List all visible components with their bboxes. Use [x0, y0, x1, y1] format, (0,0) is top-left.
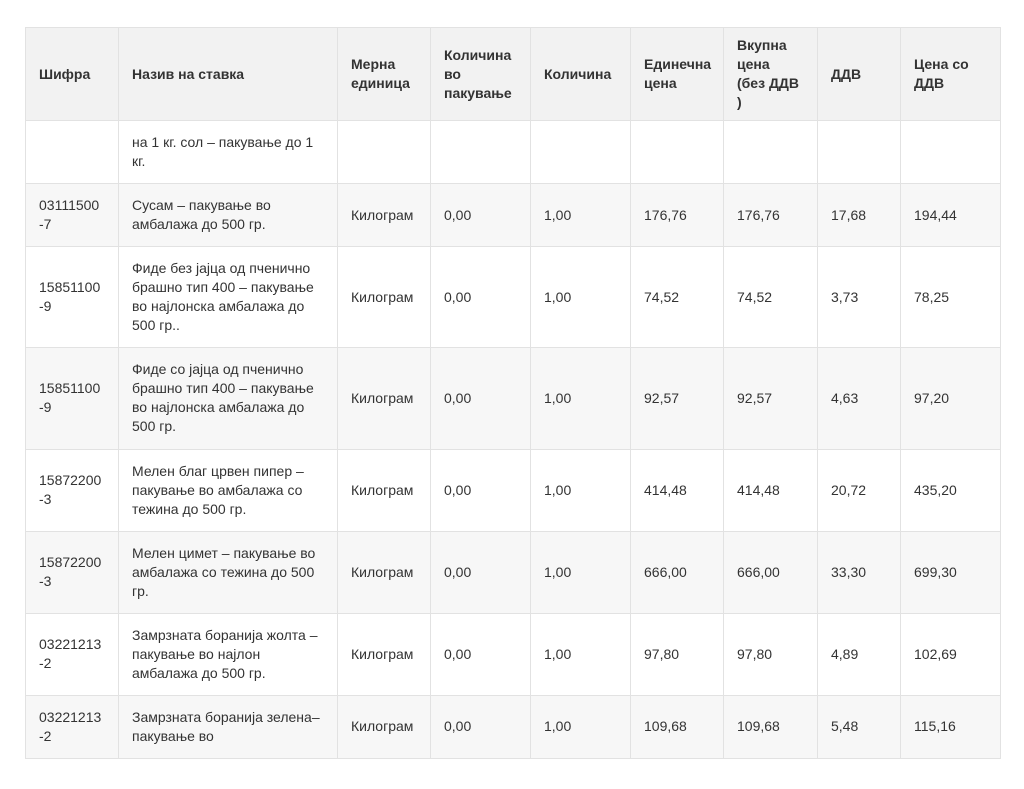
cell-qty_per_pack: 0,00 — [430, 530, 531, 614]
table-row: 03221213 -2 Замрзната боранија зелена–пак… — [25, 694, 1001, 759]
column-header-vat: ДДВ — [817, 26, 901, 122]
cell-price_with_vat: 194,44 — [900, 183, 1001, 248]
cell-vat: 3,73 — [817, 246, 901, 349]
cell-unit: Килограм — [337, 183, 431, 248]
cell-unit: Килограм — [337, 694, 431, 759]
cell-unit: Килограм — [337, 246, 431, 349]
cell-qty: 1,00 — [530, 694, 631, 759]
cell-qty_per_pack: 0,00 — [430, 246, 531, 349]
table-row: 03111500 -7 Сусам – пакување во амбалажа … — [25, 183, 1001, 248]
cell-code: 15851100 -9 — [25, 246, 119, 349]
cell-unit_price: 109,68 — [630, 694, 724, 759]
cell-vat: 33,30 — [817, 530, 901, 614]
cell-total_no_vat: 74,52 — [723, 246, 818, 349]
cell-total_no_vat: 97,80 — [723, 612, 818, 696]
column-header-price_with_vat: Цена со ДДВ — [900, 26, 1001, 122]
table-row: 15872200 -3 Мелен цимет – пакување во амб… — [25, 530, 1001, 614]
column-header-qty_per_pack: Количина во пакување — [430, 26, 531, 122]
cell-vat: 5,48 — [817, 694, 901, 759]
cell-unit_price: 92,57 — [630, 347, 724, 450]
cell-qty_per_pack: 0,00 — [430, 612, 531, 696]
cell-unit_price: 74,52 — [630, 246, 724, 349]
cell-qty: 1,00 — [530, 183, 631, 248]
column-header-code: Шифра — [25, 26, 119, 122]
cell-name: Мелен благ црвен пипер – пакување во амб… — [118, 448, 338, 532]
cell-price_with_vat: 699,30 — [900, 530, 1001, 614]
cell-vat: 20,72 — [817, 448, 901, 532]
cell-unit_price: 414,48 — [630, 448, 724, 532]
cell-vat — [817, 120, 901, 185]
cell-name: Мелен цимет – пакување во амбалажа со те… — [118, 530, 338, 614]
table-row: 15872200 -3 Мелен благ црвен пипер – паку… — [25, 448, 1001, 532]
cell-unit_price — [630, 120, 724, 185]
cell-name: Фиде со јајца од пченично брашно тип 400… — [118, 347, 338, 450]
table-body: на 1 кг. сол – пакување до 1 кг. 03111500… — [25, 120, 1001, 759]
cell-unit_price: 666,00 — [630, 530, 724, 614]
cell-price_with_vat: 115,16 — [900, 694, 1001, 759]
table-row: 03221213 -2 Замрзната боранија жолта – па… — [25, 612, 1001, 696]
cell-qty_per_pack: 0,00 — [430, 448, 531, 532]
cell-qty_per_pack: 0,00 — [430, 347, 531, 450]
cell-price_with_vat: 102,69 — [900, 612, 1001, 696]
cell-unit — [337, 120, 431, 185]
cell-price_with_vat: 78,25 — [900, 246, 1001, 349]
cell-price_with_vat: 435,20 — [900, 448, 1001, 532]
column-header-unit_price: Единечна цена — [630, 26, 724, 122]
cell-total_no_vat: 176,76 — [723, 183, 818, 248]
cell-code: 15851100 -9 — [25, 347, 119, 450]
cell-qty_per_pack: 0,00 — [430, 183, 531, 248]
cell-qty: 1,00 — [530, 246, 631, 349]
cell-code — [25, 120, 119, 185]
table-header: Шифра Назив на ставка Мерна единица Количин… — [25, 26, 1001, 122]
cell-code: 03221213 -2 — [25, 612, 119, 696]
cell-price_with_vat — [900, 120, 1001, 185]
table-row: на 1 кг. сол – пакување до 1 кг. — [25, 120, 1001, 185]
cell-price_with_vat: 97,20 — [900, 347, 1001, 450]
cell-vat: 4,63 — [817, 347, 901, 450]
cell-unit: Килограм — [337, 612, 431, 696]
cell-qty: 1,00 — [530, 347, 631, 450]
cell-unit: Килограм — [337, 530, 431, 614]
cell-unit_price: 176,76 — [630, 183, 724, 248]
cell-qty: 1,00 — [530, 530, 631, 614]
cell-total_no_vat: 666,00 — [723, 530, 818, 614]
column-header-name: Назив на ставка — [118, 26, 338, 122]
cell-vat: 17,68 — [817, 183, 901, 248]
cell-total_no_vat: 92,57 — [723, 347, 818, 450]
cell-total_no_vat — [723, 120, 818, 185]
column-header-unit: Мерна единица — [337, 26, 431, 122]
cell-unit: Килограм — [337, 347, 431, 450]
cell-qty_per_pack: 0,00 — [430, 694, 531, 759]
cell-total_no_vat: 109,68 — [723, 694, 818, 759]
cell-name: Сусам – пакување во амбалажа до 500 гр. — [118, 183, 338, 248]
cell-name: на 1 кг. сол – пакување до 1 кг. — [118, 120, 338, 185]
cell-unit_price: 97,80 — [630, 612, 724, 696]
price-items-table: Шифра Назив на ставка Мерна единица Количин… — [25, 26, 1001, 759]
cell-code: 03221213 -2 — [25, 694, 119, 759]
table-row: 15851100 -9 Фиде без јајца од пченично бр… — [25, 246, 1001, 349]
cell-vat: 4,89 — [817, 612, 901, 696]
cell-qty_per_pack — [430, 120, 531, 185]
cell-qty: 1,00 — [530, 612, 631, 696]
table-row: 15851100 -9 Фиде со јајца од пченично бра… — [25, 347, 1001, 450]
cell-unit: Килограм — [337, 448, 431, 532]
cell-total_no_vat: 414,48 — [723, 448, 818, 532]
cell-name: Фиде без јајца од пченично брашно тип 40… — [118, 246, 338, 349]
cell-code: 15872200 -3 — [25, 530, 119, 614]
column-header-qty: Количина — [530, 26, 631, 122]
table-header-row: Шифра Назив на ставка Мерна единица Количин… — [25, 26, 1001, 122]
cell-name: Замрзната боранија жолта – пакување во н… — [118, 612, 338, 696]
cell-qty: 1,00 — [530, 448, 631, 532]
cell-qty — [530, 120, 631, 185]
column-header-total_no_vat: Вкупна цена (без ДДВ ) — [723, 26, 818, 122]
cell-code: 15872200 -3 — [25, 448, 119, 532]
cell-name: Замрзната боранија зелена–пакување во — [118, 694, 338, 759]
cell-code: 03111500 -7 — [25, 183, 119, 248]
